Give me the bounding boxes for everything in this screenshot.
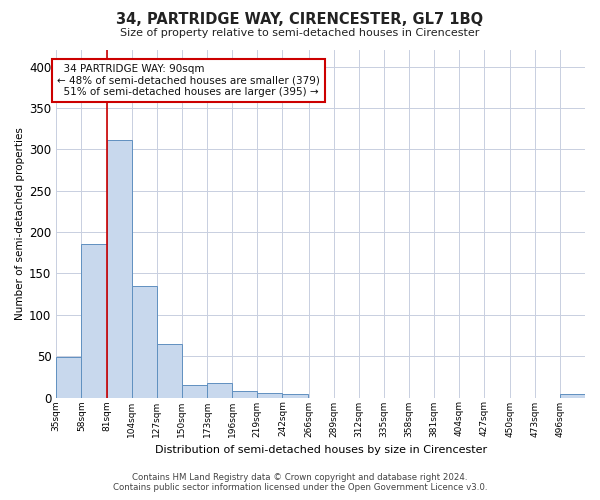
Bar <box>82 244 107 398</box>
Bar <box>232 391 257 398</box>
Y-axis label: Number of semi-detached properties: Number of semi-detached properties <box>15 128 25 320</box>
Text: Size of property relative to semi-detached houses in Cirencester: Size of property relative to semi-detach… <box>121 28 479 38</box>
Bar <box>107 140 131 398</box>
Text: 34, PARTRIDGE WAY, CIRENCESTER, GL7 1BQ: 34, PARTRIDGE WAY, CIRENCESTER, GL7 1BQ <box>116 12 484 28</box>
Bar <box>283 394 308 398</box>
Bar <box>157 344 182 398</box>
Bar <box>560 394 585 398</box>
Bar <box>56 357 82 398</box>
Text: 34 PARTRIDGE WAY: 90sqm
← 48% of semi-detached houses are smaller (379)
  51% of: 34 PARTRIDGE WAY: 90sqm ← 48% of semi-de… <box>58 64 320 98</box>
X-axis label: Distribution of semi-detached houses by size in Cirencester: Distribution of semi-detached houses by … <box>155 445 487 455</box>
Bar <box>207 382 232 398</box>
Bar <box>257 394 283 398</box>
Bar <box>182 385 207 398</box>
Bar <box>131 286 157 398</box>
Text: Contains HM Land Registry data © Crown copyright and database right 2024.
Contai: Contains HM Land Registry data © Crown c… <box>113 473 487 492</box>
